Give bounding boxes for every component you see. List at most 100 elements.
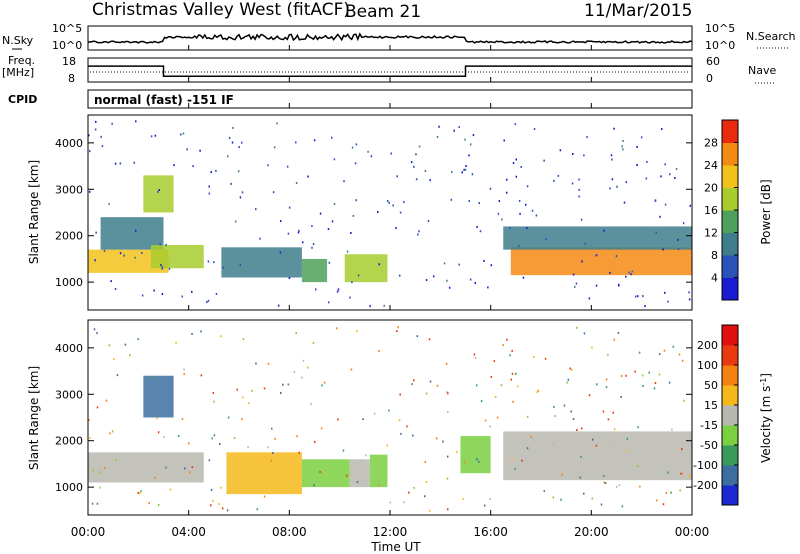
power-scatter-point — [273, 146, 276, 149]
velocity-scatter-point — [267, 362, 270, 365]
velocity-colorbar-tick-label-0: 200 — [697, 339, 718, 352]
velocity-scatter-point — [634, 370, 636, 373]
velocity-scatter-point — [208, 459, 211, 462]
power-colorbar-tick-label-5: 24 — [704, 159, 718, 172]
velocity-scatter-point — [296, 435, 298, 438]
power-scatter-point — [489, 187, 492, 190]
power-scatter-point — [621, 145, 623, 148]
velocity-scatter-point — [184, 467, 186, 470]
power-scatter-point — [557, 174, 560, 177]
velocity-scatter-point — [213, 434, 216, 437]
velocity-scatter-point — [137, 338, 139, 341]
velocity-scatter-point — [408, 491, 410, 494]
power-scatter-point — [103, 249, 106, 252]
velocity-scatter-point — [263, 495, 266, 498]
power-scatter-point — [206, 301, 208, 304]
velocity-colorbar-tick-label-4: -15 — [700, 419, 718, 432]
velocity-scatter-point — [100, 468, 102, 471]
velocity-scatter-point — [526, 447, 529, 450]
power-scatter-point — [95, 120, 97, 123]
power-scatter-point — [533, 127, 536, 130]
power-scatter-point — [158, 188, 161, 191]
power-colorbar-tick-label-2: 12 — [704, 227, 718, 240]
power-scatter-point — [173, 164, 175, 167]
velocity-scatter-point — [406, 425, 408, 428]
velocity-scatter-point — [111, 430, 114, 433]
power-scatter-point — [190, 290, 193, 293]
power-scatter-point — [586, 136, 588, 139]
nsky-tick-top: 10^5 — [52, 22, 82, 35]
power-scatter-point — [186, 148, 188, 151]
velocity-scatter-point — [411, 383, 413, 386]
velocity-scatter-point — [588, 394, 591, 397]
power-scatter-point — [512, 162, 515, 165]
power-scatter-point — [336, 290, 339, 293]
velocity-scatter-point — [293, 370, 296, 373]
power-scatter-point — [153, 289, 155, 292]
velocity-scatter-point — [99, 486, 101, 489]
power-scatter-point — [418, 145, 421, 148]
power-scatter-point — [664, 163, 666, 166]
velocity-colorbar-tick-label-1: 100 — [697, 359, 718, 372]
power-scatter-point — [616, 185, 618, 188]
velocity-scatter-point — [602, 410, 605, 413]
power-scatter-point — [518, 245, 520, 248]
xtick-label-1: 04:00 — [171, 525, 206, 539]
velocity-scatter-point — [350, 368, 353, 371]
power-scatter-point — [508, 227, 511, 230]
velocity-scatter-point — [307, 366, 309, 369]
velocity-scatter-point — [242, 338, 245, 341]
velocity-scatter-point — [96, 502, 99, 505]
power-scatter-point — [237, 170, 240, 173]
power-scatter-point — [487, 286, 489, 289]
power-scatter-point — [327, 228, 330, 231]
velocity-region-0 — [88, 452, 204, 483]
xtick-label-6: 00:00 — [675, 525, 710, 539]
velocity-scatter-point — [169, 488, 172, 491]
velocity-colorbar-swatch-0 — [722, 485, 738, 506]
velocity-scatter-point — [287, 383, 290, 386]
power-scatter-point — [331, 220, 334, 223]
velocity-scatter-point — [516, 385, 519, 388]
power-scatter-point — [295, 141, 297, 144]
power-scatter-point — [95, 231, 97, 234]
power-scatter-point — [298, 229, 300, 232]
velocity-scatter-point — [514, 372, 517, 375]
velocity-scatter-point — [509, 354, 511, 357]
velocity-scatter-point — [115, 458, 117, 461]
power-scatter-point — [676, 238, 679, 241]
power-scatter-point — [450, 198, 453, 201]
velocity-scatter-point — [312, 341, 315, 344]
velocity-scatter-point — [118, 460, 121, 463]
velocity-scatter-point — [396, 330, 398, 333]
velocity-scatter-point — [436, 384, 439, 387]
power-scatter-point — [355, 143, 358, 146]
velocity-scatter-point — [247, 402, 250, 405]
power-scatter-point — [403, 201, 405, 204]
power-scatter-point — [110, 280, 112, 283]
velocity-scatter-point — [105, 399, 108, 402]
power-scatter-point — [367, 150, 369, 153]
velocity-scatter-point — [579, 476, 582, 479]
velocity-scatter-point — [641, 374, 644, 377]
nave-label: Nave — [748, 64, 776, 77]
velocity-scatter-point — [605, 378, 608, 381]
velocity-scatter-point — [462, 497, 464, 500]
velocity-scatter-point — [620, 375, 623, 378]
power-scatter-point — [240, 141, 243, 144]
time-axis: 00:00 04:00 08:00 12:00 16:00 20:00 00:00 — [71, 45, 710, 539]
power-colorbar-swatch-0 — [722, 277, 738, 301]
velocity-scatter-point — [403, 501, 405, 504]
power-scatter-point — [161, 266, 164, 269]
power-scatter-point — [609, 271, 611, 274]
power-scatter-point — [297, 231, 300, 234]
power-scatter-point — [660, 128, 663, 131]
velocity-scatter-point — [511, 349, 513, 352]
power-scatter-point — [469, 278, 472, 281]
power-scatter-point — [88, 134, 90, 137]
velocity-scatter-point — [378, 350, 380, 353]
velocity-scatter-point — [247, 446, 249, 449]
power-scatter-point — [199, 149, 201, 152]
power-scatter-point — [215, 169, 217, 172]
velocity-scatter-point — [138, 492, 141, 495]
